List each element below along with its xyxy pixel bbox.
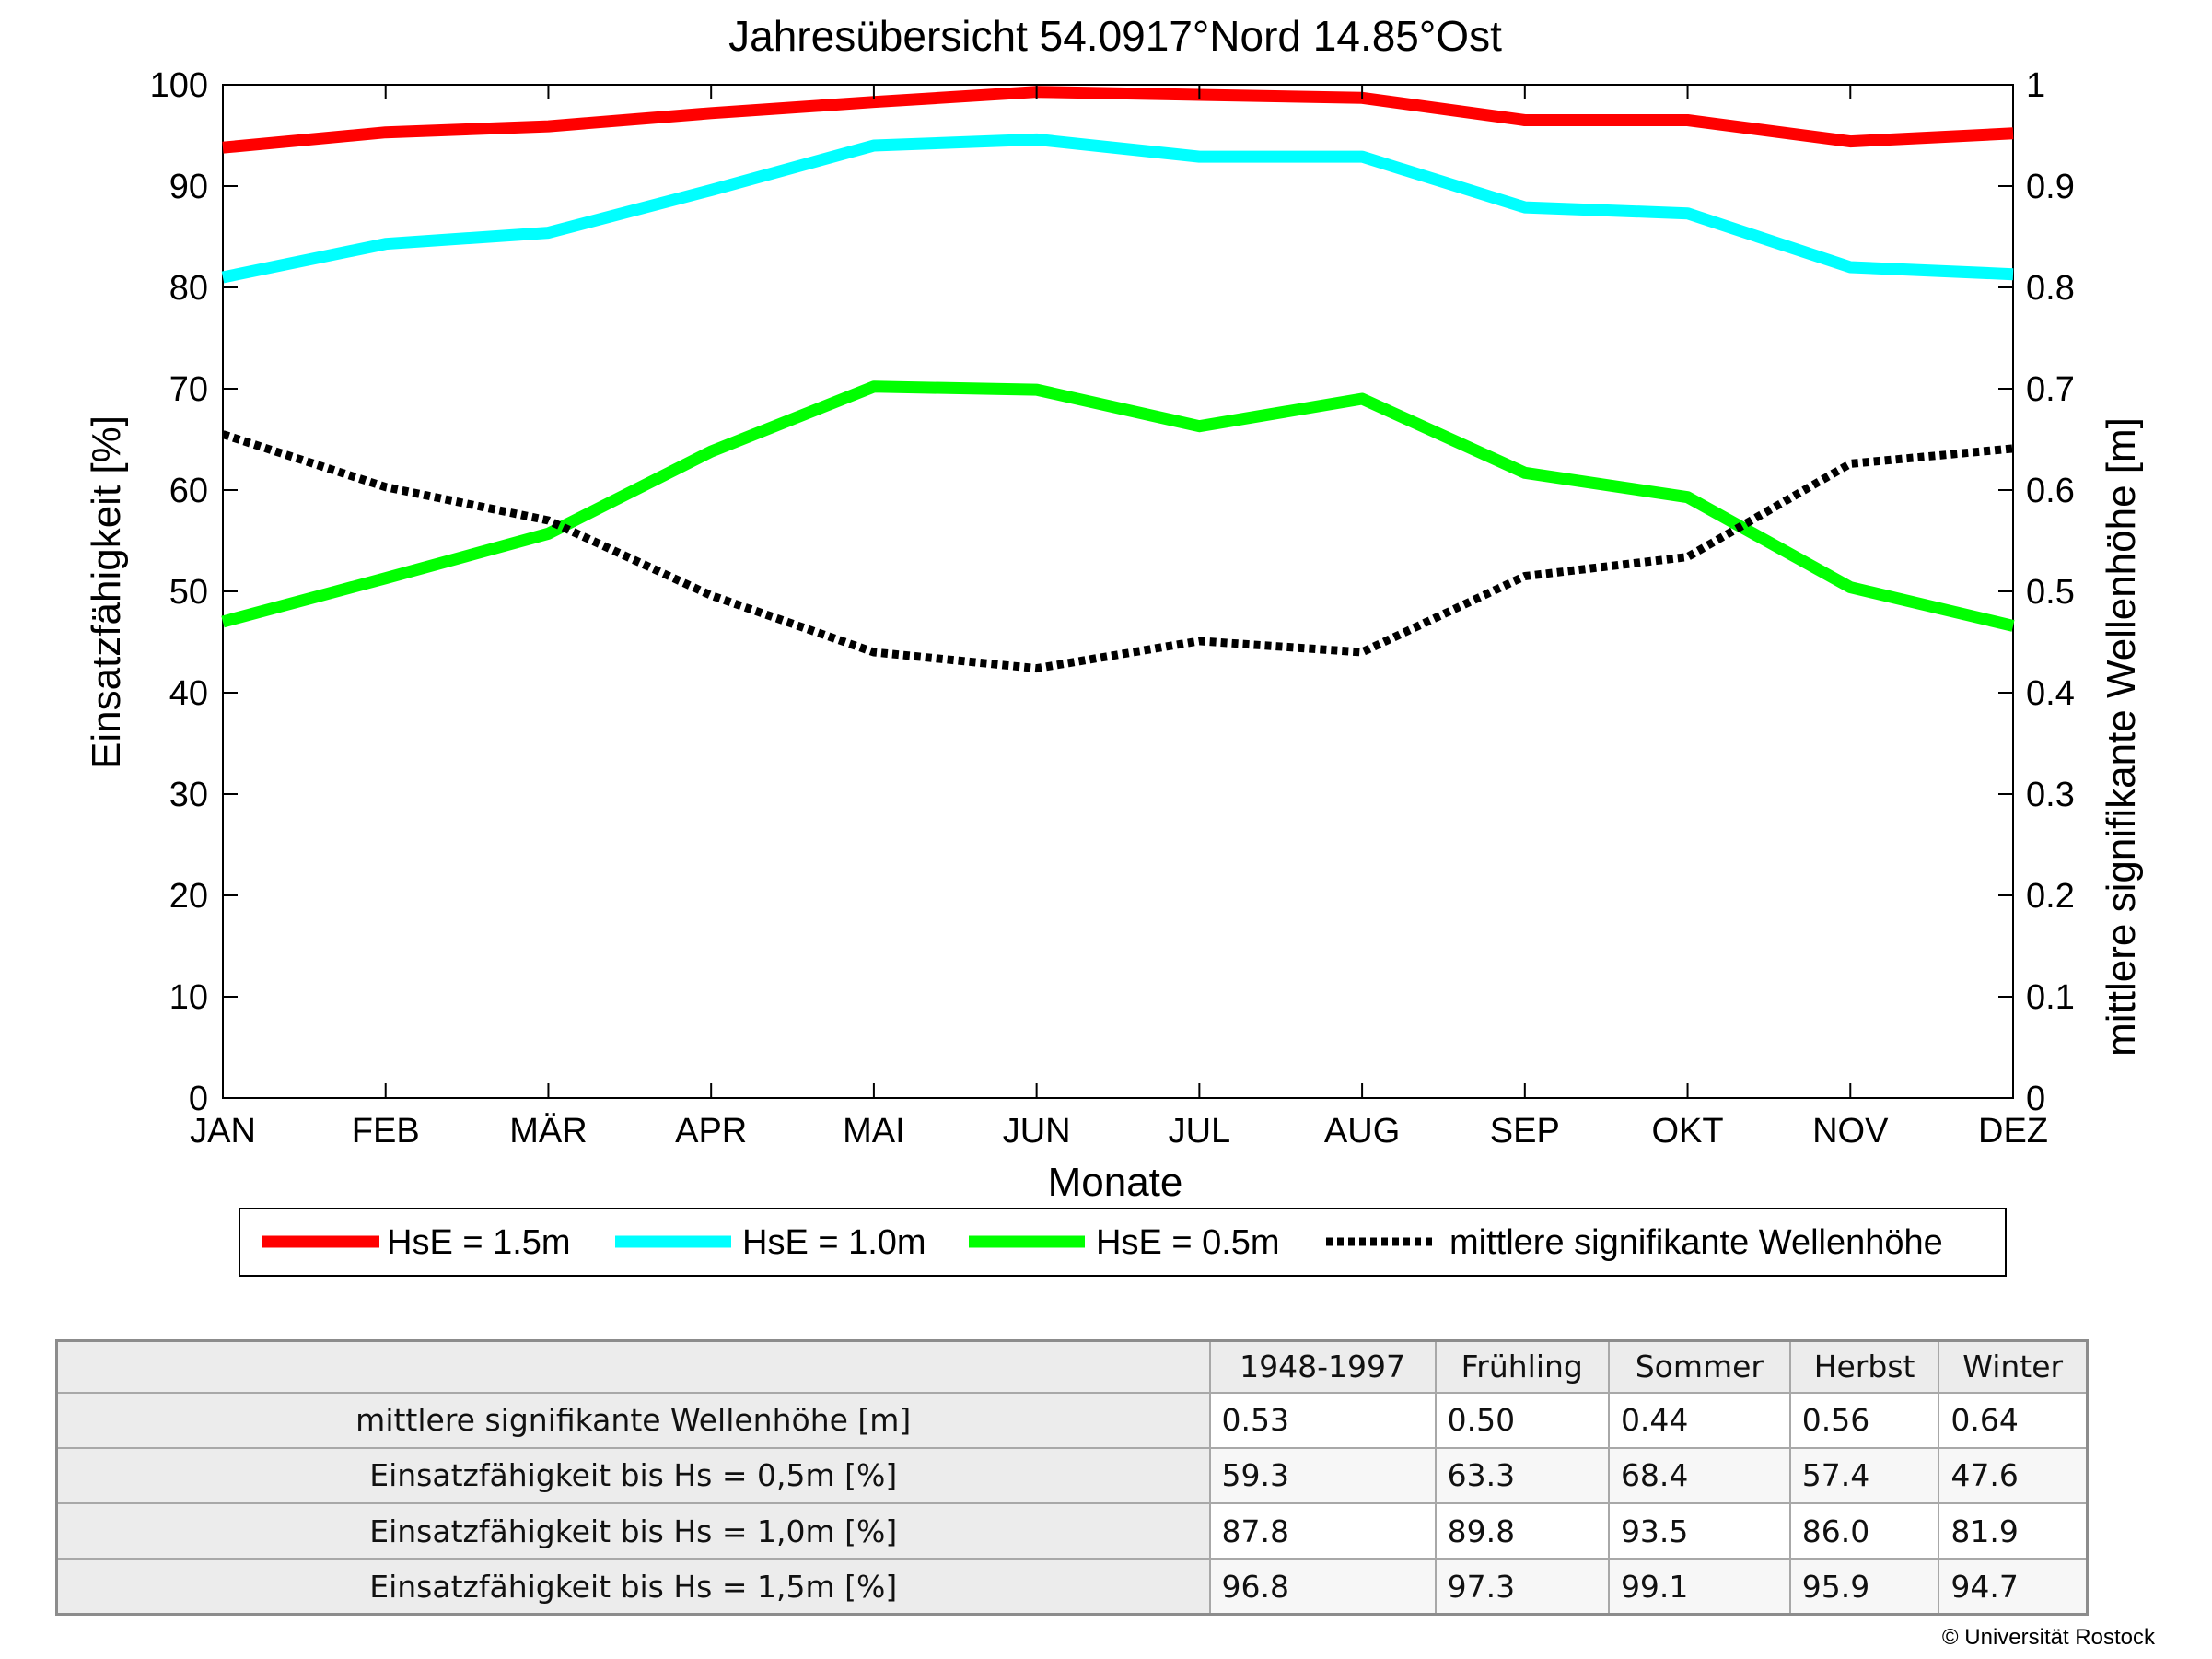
y2-axis-title: mittlere signifikante Wellenhöhe [m] <box>2099 417 2144 1057</box>
x-tick-label: DEZ <box>1978 1112 2048 1151</box>
x-tick-label: SEP <box>1490 1112 1560 1151</box>
y2-tick-label: 0 <box>2026 1080 2045 1118</box>
copyright-notice: © Universität Rostock <box>1941 1625 2155 1650</box>
table-row: Einsatzfähigkeit bis Hs = 0,5m [%] 59.3 … <box>55 1446 2089 1505</box>
x-tick-label: NOV <box>1812 1112 1889 1151</box>
chart: Jahresübersicht 54.0917°Nord 14.85°Ost 0… <box>84 12 2144 1277</box>
table-cell: 47.6 <box>1938 1446 2089 1505</box>
y-tick-label: 70 <box>169 370 208 409</box>
table-cell: 0.64 <box>1938 1391 2089 1449</box>
table-cell: 0.44 <box>1607 1391 1791 1449</box>
legend-label: mittlere signifikante Wellenhöhe <box>1449 1223 1943 1262</box>
table-header-row: 1948-1997 Frühling Sommer Herbst Winter <box>55 1339 2089 1394</box>
y-tick-label: 90 <box>169 168 208 206</box>
table-cell: 89.8 <box>1434 1501 1610 1560</box>
row-label: Einsatzfähigkeit bis Hs = 1,0m [%] <box>55 1501 1211 1560</box>
column-header: Frühling <box>1434 1339 1610 1394</box>
table-cell: 0.50 <box>1434 1391 1610 1449</box>
table-cell: 57.4 <box>1788 1446 1940 1505</box>
table-cell: 99.1 <box>1607 1558 1791 1616</box>
row-label: Einsatzfähigkeit bis Hs = 0,5m [%] <box>55 1446 1211 1505</box>
statistics-table: 1948-1997 Frühling Sommer Herbst Winter … <box>55 1339 2089 1616</box>
x-tick-label: JUL <box>1169 1112 1231 1151</box>
x-tick-label: AUG <box>1324 1112 1400 1151</box>
axis-ticks: 0 10 20 30 40 50 60 70 80 90 100 0 0.1 0.2 0.3 0.4 0.5 0.… <box>150 66 2075 1151</box>
table-cell: 86.0 <box>1788 1501 1940 1560</box>
table-cell: 94.7 <box>1938 1558 2089 1616</box>
table-cell: 59.3 <box>1208 1446 1437 1505</box>
table-row: mittlere signifikante Wellenhöhe [m] 0.5… <box>55 1391 2089 1449</box>
chart-title: Jahresübersicht 54.0917°Nord 14.85°Ost <box>728 12 1502 60</box>
plot-frame <box>222 84 2014 1099</box>
table-cell: 63.3 <box>1434 1446 1610 1505</box>
y-tick-label: 30 <box>169 776 208 814</box>
y2-tick-label: 0.1 <box>2026 978 2075 1017</box>
table-cell: 93.5 <box>1607 1501 1791 1560</box>
y-axis-title: Einsatzfähigkeit [%] <box>84 415 129 769</box>
x-tick-label: MAI <box>843 1112 905 1151</box>
x-tick-label: FEB <box>352 1112 420 1151</box>
y-tick-label: 0 <box>189 1080 208 1118</box>
x-tick-label: APR <box>675 1112 747 1151</box>
y2-tick-label: 0.6 <box>2026 472 2075 510</box>
legend-label: HsE = 1.5m <box>387 1223 571 1262</box>
plot-area <box>222 84 2014 1099</box>
y-tick-label: 100 <box>150 66 208 105</box>
series-line <box>221 380 2015 632</box>
table-row: Einsatzfähigkeit bis Hs = 1,0m [%] 87.8 … <box>55 1501 2089 1560</box>
series-line <box>221 133 2014 284</box>
series-line <box>221 430 2014 673</box>
y2-tick-label: 0.2 <box>2026 877 2075 916</box>
table-corner-cell <box>55 1339 1211 1394</box>
column-header: Herbst <box>1788 1339 1940 1394</box>
y2-tick-label: 1 <box>2026 66 2045 105</box>
y2-tick-label: 0.4 <box>2026 674 2075 713</box>
series-lines <box>221 86 2015 673</box>
y-tick-label: 60 <box>169 472 208 510</box>
table-cell: 0.56 <box>1788 1391 1940 1449</box>
y-tick-label: 20 <box>169 877 208 916</box>
series-line <box>222 86 2014 154</box>
y-tick-label: 80 <box>169 269 208 308</box>
legend-label: HsE = 1.0m <box>742 1223 926 1262</box>
table-cell: 0.53 <box>1208 1391 1437 1449</box>
legend: HsE = 1.5m HsE = 1.0m HsE = 0.5m mittlere s… <box>239 1208 2007 1277</box>
table-cell: 96.8 <box>1208 1558 1437 1616</box>
table-row: Einsatzfähigkeit bis Hs = 1,5m [%] 96.8 … <box>55 1558 2089 1616</box>
y2-tick-label: 0.5 <box>2026 573 2075 612</box>
column-header: Sommer <box>1607 1339 1791 1394</box>
column-header: Winter <box>1938 1339 2089 1394</box>
table-cell: 97.3 <box>1434 1558 1610 1616</box>
x-axis-title: Monate <box>1048 1160 1183 1205</box>
legend-box <box>239 1208 2007 1277</box>
x-tick-label: MÄR <box>509 1112 587 1151</box>
legend-label: HsE = 0.5m <box>1096 1223 1280 1262</box>
y2-tick-label: 0.3 <box>2026 776 2075 814</box>
x-tick-label: JAN <box>190 1112 256 1151</box>
column-header: 1948-1997 <box>1208 1339 1437 1394</box>
x-tick-label: OKT <box>1651 1112 1723 1151</box>
table-cell: 81.9 <box>1938 1501 2089 1560</box>
y2-tick-label: 0.9 <box>2026 168 2075 206</box>
y-tick-label: 10 <box>169 978 208 1017</box>
table-cell: 87.8 <box>1208 1501 1437 1560</box>
x-tick-label: JUN <box>1003 1112 1071 1151</box>
row-label: Einsatzfähigkeit bis Hs = 1,5m [%] <box>55 1558 1211 1616</box>
y2-tick-label: 0.8 <box>2026 269 2075 308</box>
table-cell: 68.4 <box>1607 1446 1791 1505</box>
y-tick-label: 40 <box>169 674 208 713</box>
row-label: mittlere signifikante Wellenhöhe [m] <box>55 1391 1211 1449</box>
y-tick-label: 50 <box>169 573 208 612</box>
y2-tick-label: 0.7 <box>2026 370 2075 409</box>
table-cell: 95.9 <box>1788 1558 1940 1616</box>
